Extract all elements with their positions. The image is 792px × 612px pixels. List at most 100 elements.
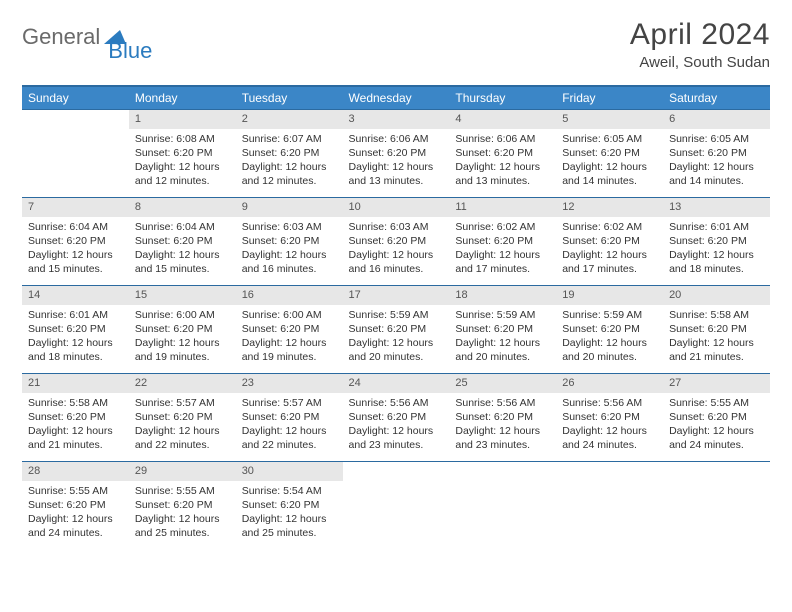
daylight-line: Daylight: 12 hours and 24 minutes. (562, 424, 657, 452)
sunset-line: Sunset: 6:20 PM (28, 234, 123, 248)
day-details: Sunrise: 5:59 AMSunset: 6:20 PMDaylight:… (556, 305, 663, 371)
calendar-day-cell: 4Sunrise: 6:06 AMSunset: 6:20 PMDaylight… (449, 110, 556, 198)
sunset-line: Sunset: 6:20 PM (455, 234, 550, 248)
sunrise-line: Sunrise: 6:02 AM (455, 220, 550, 234)
day-number: 2 (236, 110, 343, 129)
day-details: Sunrise: 6:02 AMSunset: 6:20 PMDaylight:… (449, 217, 556, 283)
sunset-line: Sunset: 6:20 PM (28, 410, 123, 424)
day-details: Sunrise: 5:58 AMSunset: 6:20 PMDaylight:… (22, 393, 129, 459)
sunset-line: Sunset: 6:20 PM (135, 234, 230, 248)
calendar-week-row: 21Sunrise: 5:58 AMSunset: 6:20 PMDayligh… (22, 374, 770, 462)
day-number: 14 (22, 286, 129, 305)
sunset-line: Sunset: 6:20 PM (562, 322, 657, 336)
sunrise-line: Sunrise: 5:57 AM (135, 396, 230, 410)
logo: General Blue (22, 18, 152, 50)
day-number: 30 (236, 462, 343, 481)
daylight-line: Daylight: 12 hours and 12 minutes. (242, 160, 337, 188)
daylight-line: Daylight: 12 hours and 15 minutes. (28, 248, 123, 276)
sunrise-line: Sunrise: 6:03 AM (242, 220, 337, 234)
calendar-day-cell: 9Sunrise: 6:03 AMSunset: 6:20 PMDaylight… (236, 198, 343, 286)
calendar-day-cell: 13Sunrise: 6:01 AMSunset: 6:20 PMDayligh… (663, 198, 770, 286)
weekday-header: Friday (556, 86, 663, 110)
sunrise-line: Sunrise: 5:57 AM (242, 396, 337, 410)
calendar-day-cell: 10Sunrise: 6:03 AMSunset: 6:20 PMDayligh… (343, 198, 450, 286)
day-number: 9 (236, 198, 343, 217)
sunset-line: Sunset: 6:20 PM (669, 410, 764, 424)
weekday-header: Sunday (22, 86, 129, 110)
daylight-line: Daylight: 12 hours and 16 minutes. (349, 248, 444, 276)
day-details: Sunrise: 6:06 AMSunset: 6:20 PMDaylight:… (343, 129, 450, 195)
calendar-day-cell: 30Sunrise: 5:54 AMSunset: 6:20 PMDayligh… (236, 462, 343, 550)
daylight-line: Daylight: 12 hours and 20 minutes. (349, 336, 444, 364)
daylight-line: Daylight: 12 hours and 22 minutes. (242, 424, 337, 452)
day-details: Sunrise: 5:58 AMSunset: 6:20 PMDaylight:… (663, 305, 770, 371)
calendar-week-row: 28Sunrise: 5:55 AMSunset: 6:20 PMDayligh… (22, 462, 770, 550)
calendar-day-cell: 19Sunrise: 5:59 AMSunset: 6:20 PMDayligh… (556, 286, 663, 374)
day-number: 1 (129, 110, 236, 129)
sunrise-line: Sunrise: 5:58 AM (28, 396, 123, 410)
day-details: Sunrise: 5:55 AMSunset: 6:20 PMDaylight:… (129, 481, 236, 547)
day-number: 17 (343, 286, 450, 305)
sunrise-line: Sunrise: 5:54 AM (242, 484, 337, 498)
calendar-week-row: 7Sunrise: 6:04 AMSunset: 6:20 PMDaylight… (22, 198, 770, 286)
day-details: Sunrise: 6:03 AMSunset: 6:20 PMDaylight:… (236, 217, 343, 283)
daylight-line: Daylight: 12 hours and 14 minutes. (562, 160, 657, 188)
day-details: Sunrise: 5:59 AMSunset: 6:20 PMDaylight:… (343, 305, 450, 371)
weekday-header: Tuesday (236, 86, 343, 110)
sunset-line: Sunset: 6:20 PM (135, 410, 230, 424)
daylight-line: Daylight: 12 hours and 17 minutes. (562, 248, 657, 276)
day-number: 25 (449, 374, 556, 393)
day-number: 28 (22, 462, 129, 481)
sunrise-line: Sunrise: 6:06 AM (455, 132, 550, 146)
calendar-day-cell (343, 462, 450, 550)
sunrise-line: Sunrise: 5:56 AM (562, 396, 657, 410)
daylight-line: Daylight: 12 hours and 25 minutes. (242, 512, 337, 540)
day-number: 4 (449, 110, 556, 129)
sunset-line: Sunset: 6:20 PM (28, 322, 123, 336)
day-details: Sunrise: 6:03 AMSunset: 6:20 PMDaylight:… (343, 217, 450, 283)
calendar-day-cell (556, 462, 663, 550)
day-details: Sunrise: 5:59 AMSunset: 6:20 PMDaylight:… (449, 305, 556, 371)
day-details: Sunrise: 5:56 AMSunset: 6:20 PMDaylight:… (556, 393, 663, 459)
sunset-line: Sunset: 6:20 PM (455, 410, 550, 424)
day-number: 12 (556, 198, 663, 217)
day-number: 29 (129, 462, 236, 481)
day-details: Sunrise: 6:00 AMSunset: 6:20 PMDaylight:… (236, 305, 343, 371)
day-details: Sunrise: 6:02 AMSunset: 6:20 PMDaylight:… (556, 217, 663, 283)
weekday-header: Monday (129, 86, 236, 110)
calendar-day-cell: 7Sunrise: 6:04 AMSunset: 6:20 PMDaylight… (22, 198, 129, 286)
day-details: Sunrise: 6:05 AMSunset: 6:20 PMDaylight:… (556, 129, 663, 195)
calendar-week-row: 1Sunrise: 6:08 AMSunset: 6:20 PMDaylight… (22, 110, 770, 198)
weekday-header: Saturday (663, 86, 770, 110)
daylight-line: Daylight: 12 hours and 24 minutes. (28, 512, 123, 540)
calendar-day-cell: 17Sunrise: 5:59 AMSunset: 6:20 PMDayligh… (343, 286, 450, 374)
sunrise-line: Sunrise: 6:00 AM (242, 308, 337, 322)
day-details: Sunrise: 5:54 AMSunset: 6:20 PMDaylight:… (236, 481, 343, 547)
sunrise-line: Sunrise: 5:55 AM (669, 396, 764, 410)
daylight-line: Daylight: 12 hours and 23 minutes. (455, 424, 550, 452)
daylight-line: Daylight: 12 hours and 18 minutes. (669, 248, 764, 276)
day-details: Sunrise: 5:55 AMSunset: 6:20 PMDaylight:… (663, 393, 770, 459)
sunrise-line: Sunrise: 5:55 AM (28, 484, 123, 498)
sunrise-line: Sunrise: 5:59 AM (562, 308, 657, 322)
calendar-day-cell: 14Sunrise: 6:01 AMSunset: 6:20 PMDayligh… (22, 286, 129, 374)
sunset-line: Sunset: 6:20 PM (562, 234, 657, 248)
day-number: 13 (663, 198, 770, 217)
location-text: Aweil, South Sudan (630, 54, 770, 71)
sunset-line: Sunset: 6:20 PM (242, 498, 337, 512)
day-details: Sunrise: 6:05 AMSunset: 6:20 PMDaylight:… (663, 129, 770, 195)
sunset-line: Sunset: 6:20 PM (669, 322, 764, 336)
sunset-line: Sunset: 6:20 PM (562, 410, 657, 424)
sunset-line: Sunset: 6:20 PM (135, 322, 230, 336)
sunrise-line: Sunrise: 5:56 AM (349, 396, 444, 410)
daylight-line: Daylight: 12 hours and 19 minutes. (242, 336, 337, 364)
calendar-table: SundayMondayTuesdayWednesdayThursdayFrid… (22, 85, 770, 550)
day-number: 11 (449, 198, 556, 217)
day-details: Sunrise: 5:56 AMSunset: 6:20 PMDaylight:… (343, 393, 450, 459)
daylight-line: Daylight: 12 hours and 13 minutes. (455, 160, 550, 188)
sunrise-line: Sunrise: 5:59 AM (349, 308, 444, 322)
sunrise-line: Sunrise: 5:58 AM (669, 308, 764, 322)
day-number: 20 (663, 286, 770, 305)
day-details: Sunrise: 5:57 AMSunset: 6:20 PMDaylight:… (129, 393, 236, 459)
day-details: Sunrise: 5:56 AMSunset: 6:20 PMDaylight:… (449, 393, 556, 459)
